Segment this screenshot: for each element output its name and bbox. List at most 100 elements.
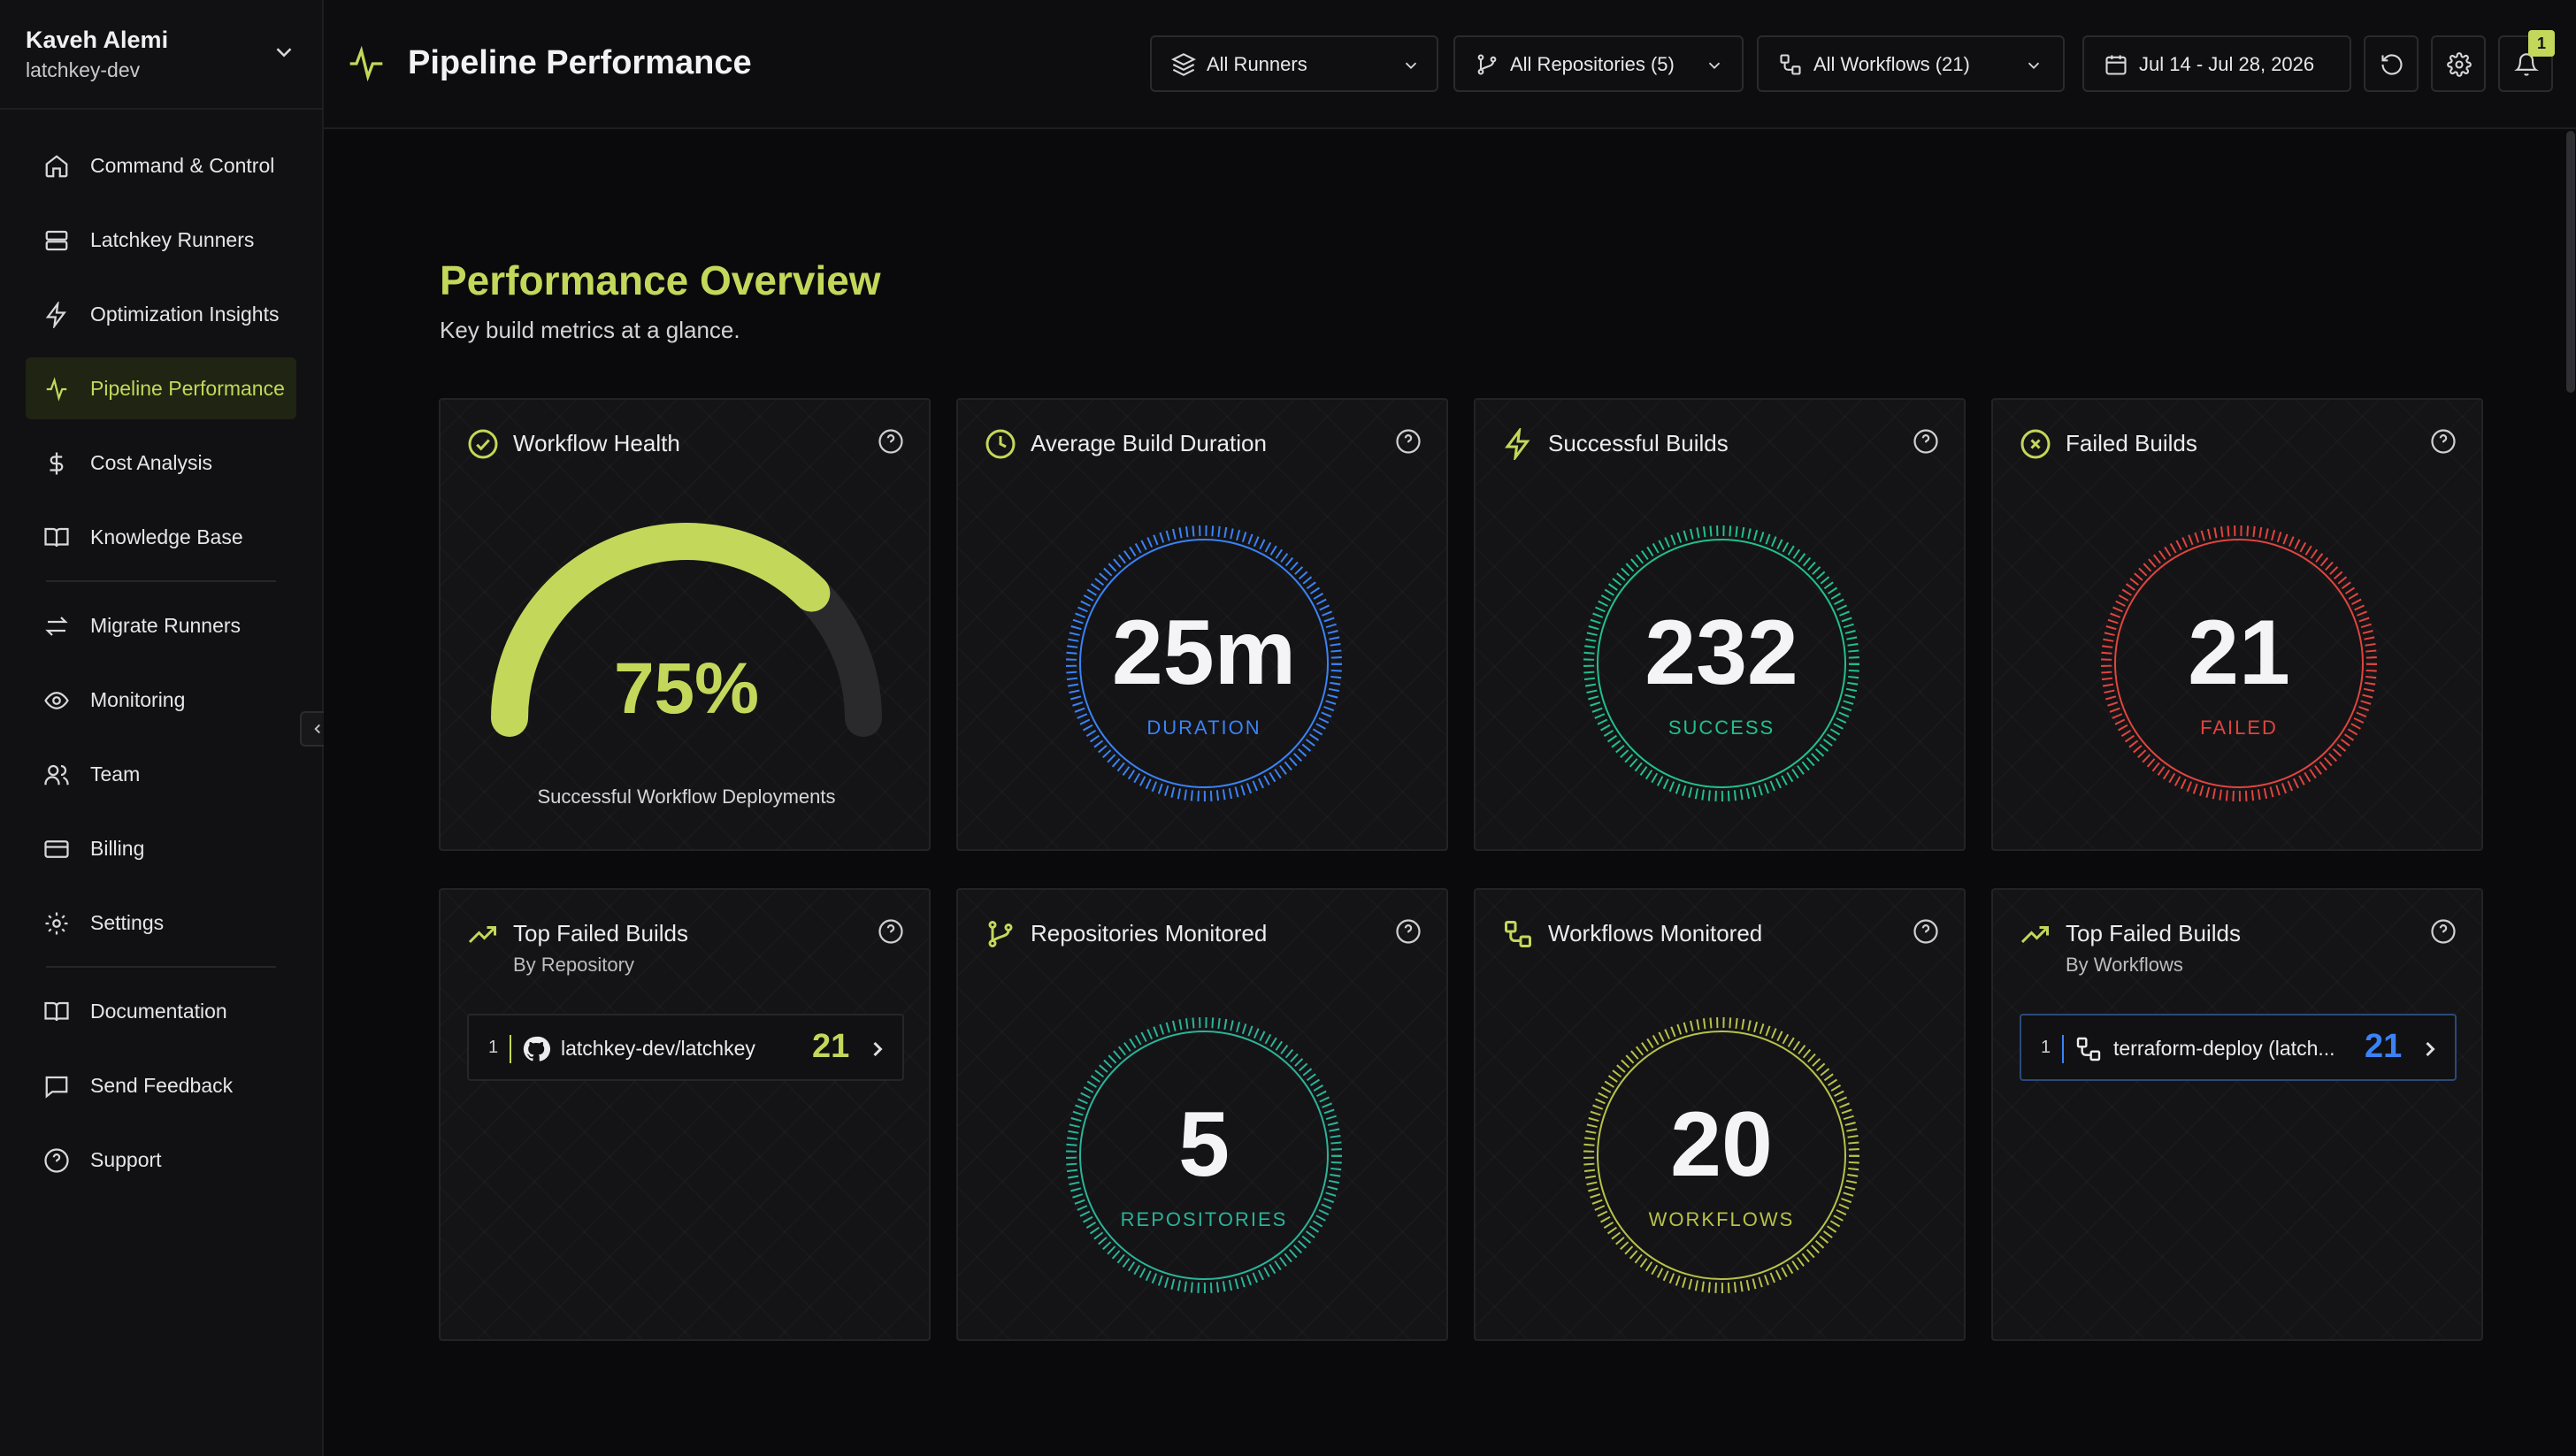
failed-value: 21 [2188,602,2290,704]
help-icon[interactable] [1395,918,1422,945]
sidebar-item-settings[interactable]: Settings [26,892,296,954]
sidebar-item-optimization-insights[interactable]: Optimization Insights [26,283,296,345]
book-open-icon [44,1001,69,1022]
chevron-down-icon [1708,62,1721,70]
row-divider [510,1035,511,1063]
account-name: Kaveh Alemi [26,27,169,53]
sidebar-item-label: Command & Control [90,154,275,177]
sidebar-item-send-feedback[interactable]: Send Feedback [26,1054,296,1116]
sidebar-item-label: Optimization Insights [90,303,280,326]
sidebar-item-pipeline-performance[interactable]: Pipeline Performance [26,357,296,419]
refresh-button[interactable] [2364,35,2419,92]
help-icon[interactable] [1913,918,1939,945]
repositories-filter-dropdown[interactable]: All Repositories (5) [1453,35,1744,92]
row-repository-name: latchkey-dev/latchkey [561,1037,755,1060]
chevron-down-icon [2028,62,2040,70]
sidebar-item-label: Knowledge Base [90,525,243,548]
scrollbar-track[interactable] [2564,131,2576,1456]
server-icon [45,230,68,251]
chevron-down-icon[interactable] [271,39,297,65]
card-title: Failed Builds [2066,430,2197,456]
sidebar-item-latchkey-runners[interactable]: Latchkey Runners [26,209,296,271]
git-branch-icon [1477,54,1497,75]
github-icon [523,1036,550,1061]
refresh-icon [2381,54,2403,75]
sidebar-item-knowledge-base[interactable]: Knowledge Base [26,506,296,568]
card-title: Workflow Health [513,430,680,456]
sidebar-divider [46,966,276,968]
help-icon[interactable] [2430,428,2457,455]
success-label: SUCCESS [1668,717,1775,739]
average-build-duration-card: Average Build Duration 25m DURATION [956,398,1448,851]
help-icon[interactable] [878,918,904,945]
repositories-value: 5 [1178,1093,1230,1196]
failed-ring: 21 FAILED [2097,522,2380,805]
sidebar-item-label: Cost Analysis [90,451,213,474]
workflows-filter-dropdown[interactable]: All Workflows (21) [1757,35,2065,92]
settings-button[interactable] [2431,35,2486,92]
bell-icon [2514,53,2539,76]
arrows-swap-icon [45,617,68,636]
chevron-right-icon [873,1041,883,1057]
sidebar-item-label: Settings [90,911,165,934]
sidebar-item-label: Billing [90,837,145,860]
workflows-filter-label: All Workflows (21) [1813,53,1970,75]
sidebar-divider [46,580,276,582]
card-subtitle: By Workflows [2066,954,2183,976]
layers-icon [1171,53,1196,76]
row-workflow-name: terraform-deploy (latch... [2113,1037,2335,1060]
success-ring: 232 SUCCESS [1580,522,1863,805]
sidebar-item-documentation[interactable]: Documentation [26,980,296,1042]
account-switcher[interactable]: Kaveh Alemi latchkey-dev [0,0,322,110]
notification-count-badge: 1 [2528,30,2555,57]
clock-icon [985,429,1016,459]
sidebar-item-label: Monitoring [90,688,186,711]
card-title: Repositories Monitored [1031,920,1268,946]
help-icon[interactable] [1913,428,1939,455]
help-icon[interactable] [878,428,904,455]
help-icon[interactable] [1395,428,1422,455]
trending-up-icon [468,926,496,944]
successful-builds-card: Successful Builds 232 SUCCESS [1474,398,1966,851]
workflows-value: 20 [1670,1093,1773,1196]
row-failed-count: 21 [812,1028,850,1065]
lightning-icon [1505,428,1530,460]
runners-filter-dropdown[interactable]: All Runners [1150,35,1438,92]
card-title: Top Failed Builds [2066,920,2241,946]
duration-ring-graphic [1066,525,1342,801]
top-failed-repo-row[interactable]: 1 latchkey-dev/latchkey 21 [467,1014,904,1081]
scrollbar-thumb[interactable] [2566,131,2575,393]
repositories-ring-graphic [1066,1017,1342,1293]
check-circle-icon [468,429,498,459]
workflow-health-caption: Successful Workflow Deployments [537,785,836,808]
date-range-picker[interactable]: Jul 14 - Jul 28, 2026 [2082,35,2351,92]
sidebar-item-monitoring[interactable]: Monitoring [26,669,296,731]
sidebar-item-cost-analysis[interactable]: Cost Analysis [26,432,296,494]
card-title: Workflows Monitored [1548,920,1763,946]
sidebar-item-label: Pipeline Performance [90,377,285,400]
duration-label: DURATION [1146,717,1261,739]
sidebar-item-billing[interactable]: Billing [26,817,296,879]
eye-icon [44,692,69,709]
help-icon[interactable] [2430,918,2457,945]
sidebar-item-team[interactable]: Team [26,743,296,805]
credit-card-icon [44,840,69,858]
date-range-label: Jul 14 - Jul 28, 2026 [2139,53,2315,75]
sidebar-item-label: Documentation [90,1000,227,1023]
help-circle-icon [44,1148,69,1173]
workflow-icon [1505,921,1531,947]
top-failed-workflow-row[interactable]: 1 terraform-deploy (latch... 21 [2020,1014,2457,1081]
sidebar-item-support[interactable]: Support [26,1129,296,1191]
sidebar-item-command-control[interactable]: Command & Control [26,134,296,196]
failed-ring-graphic [2101,525,2377,801]
book-icon [44,527,69,548]
users-icon [44,764,69,785]
sidebar-item-migrate-runners[interactable]: Migrate Runners [26,594,296,656]
repositories-ring: 5 REPOSITORIES [1062,1014,1346,1297]
top-failed-builds-by-repository-card: Top Failed Builds By Repository 1 latchk… [439,888,931,1341]
duration-value: 25m [1111,602,1297,704]
row-index: 1 [2041,1038,2051,1057]
home-icon [45,155,68,178]
workflow-health-card: Workflow Health 75% Successful Workflow … [439,398,931,851]
section-subtitle: Key build metrics at a glance. [440,317,740,343]
